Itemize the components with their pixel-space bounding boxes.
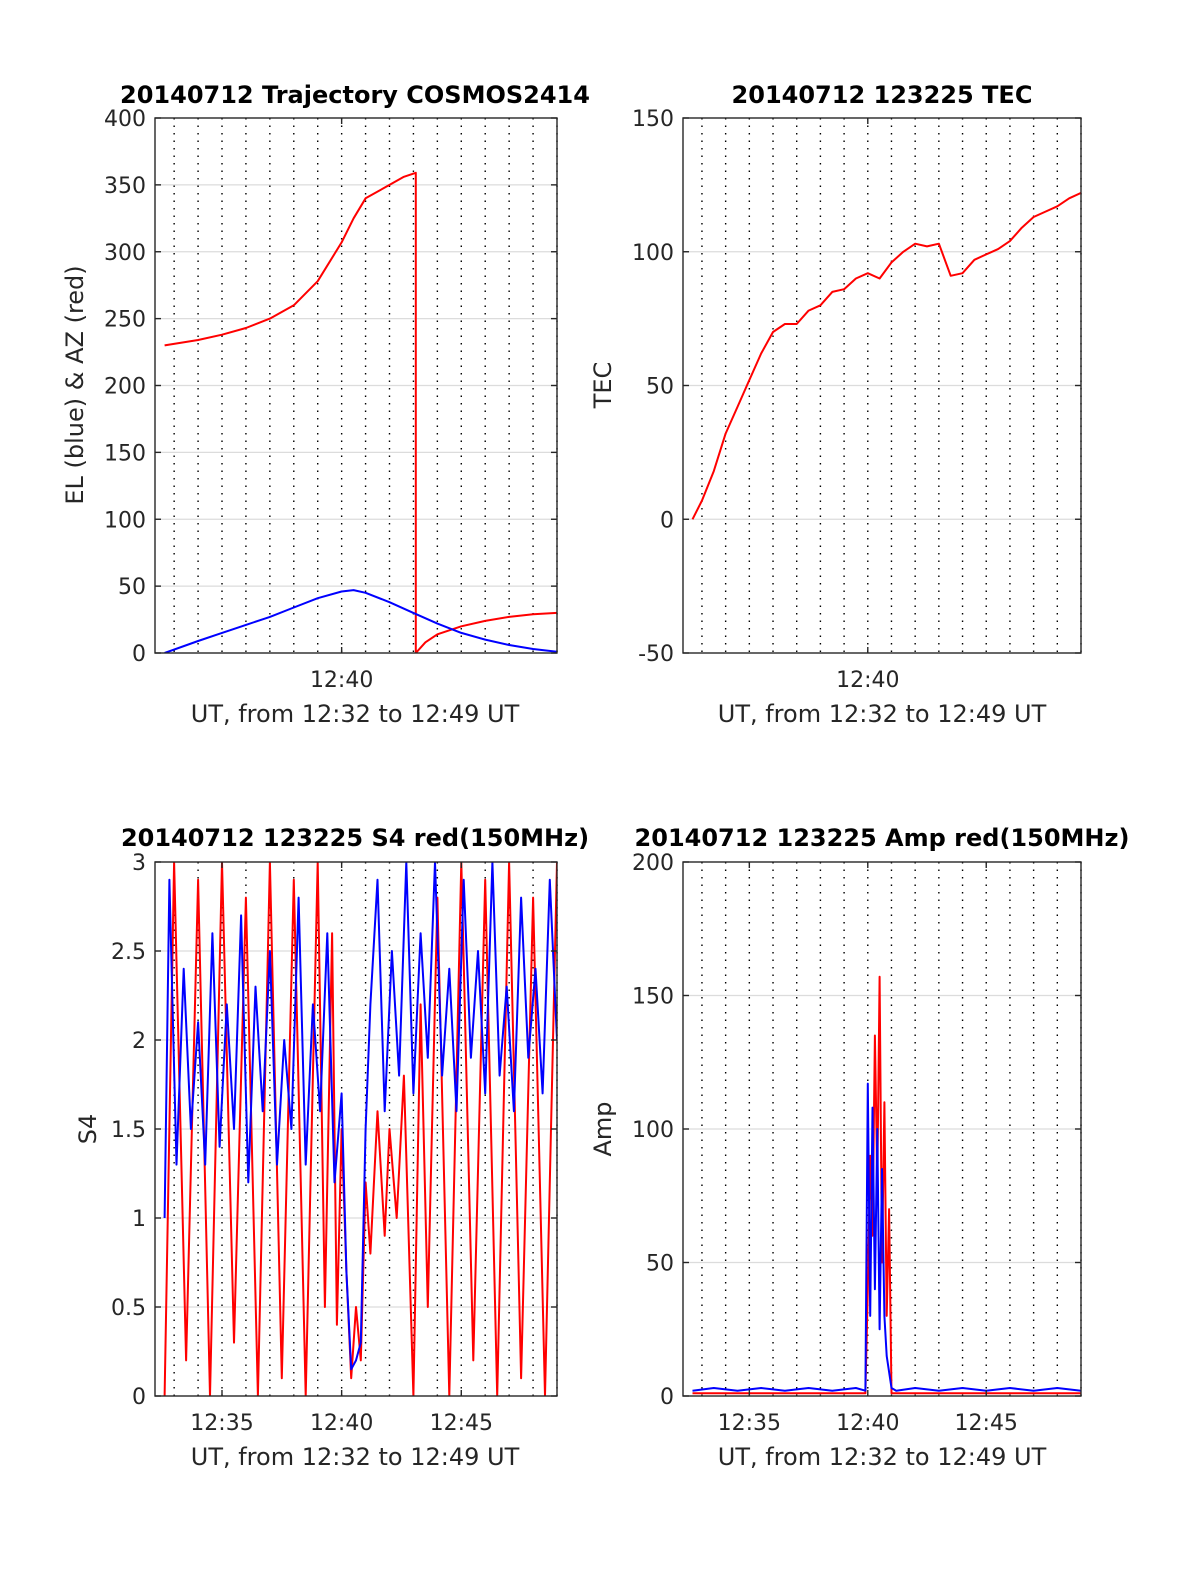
chart-title: 20140712 123225 TEC xyxy=(732,81,1033,109)
chart-title: 20140712 123225 S4 red(150MHz) xyxy=(121,824,589,852)
y-tick-label: 150 xyxy=(632,107,674,132)
y-tick-label: 150 xyxy=(104,441,146,466)
x-tick-label: 12:45 xyxy=(430,1411,493,1436)
x-axis-label: UT, from 12:32 to 12:49 UT xyxy=(718,700,1047,728)
y-tick-label: 0 xyxy=(660,508,674,533)
y-tick-label: 0 xyxy=(132,642,146,667)
series-line-blue xyxy=(692,1082,1081,1392)
x-tick-label: 12:40 xyxy=(836,668,899,693)
y-tick-label: 100 xyxy=(632,1118,674,1143)
y-tick-label: 1.5 xyxy=(111,1118,146,1143)
s4-panel: 0 0.5 1 1.5 2 2.5 3 12:35 12:40 12:45 20140712 123… xyxy=(74,824,589,1471)
y-tick-label: 3 xyxy=(132,851,146,876)
y-tick-label: 150 xyxy=(632,985,674,1010)
x-tick-label: 12:35 xyxy=(718,1411,781,1436)
x-tick-label: 12:40 xyxy=(310,668,373,693)
y-axis-label: Amp xyxy=(589,1101,617,1156)
x-axis-label: UT, from 12:32 to 12:49 UT xyxy=(191,1443,520,1471)
y-tick-label: 1 xyxy=(132,1207,146,1232)
y-tick-label: 0 xyxy=(660,1385,674,1410)
x-tick-label: 12:40 xyxy=(310,1411,373,1436)
series-line-red xyxy=(163,862,557,1396)
y-tick-label: 200 xyxy=(104,375,146,400)
x-tick-label: 12:40 xyxy=(836,1411,899,1436)
y-tick-label: 100 xyxy=(632,241,674,266)
y-tick-label: 250 xyxy=(104,308,146,333)
y-axis-label: S4 xyxy=(74,1114,102,1145)
y-tick-label: 300 xyxy=(104,241,146,266)
y-tick-label: -50 xyxy=(638,642,674,667)
tec-panel: -50 0 50 100 150 12:40 20140712 123225 TEC UT, … xyxy=(589,81,1082,728)
x-tick-label: 12:35 xyxy=(190,1411,253,1436)
x-axis-label: UT, from 12:32 to 12:49 UT xyxy=(191,700,520,728)
chart-title: 20140712 Trajectory COSMOS2414 xyxy=(120,81,590,109)
trajectory-panel: 0 50 100 150 200 250 300 350 400 12:40 20140712 Tr… xyxy=(61,81,590,728)
chart-title: 20140712 123225 Amp red(150MHz) xyxy=(635,824,1130,852)
y-tick-label: 350 xyxy=(104,174,146,199)
series-line-blue xyxy=(163,862,557,1371)
series-line-blue xyxy=(164,589,557,653)
series-line-red xyxy=(164,171,557,653)
series-line-red xyxy=(691,191,1081,520)
x-axis-label: UT, from 12:32 to 12:49 UT xyxy=(718,1443,1047,1471)
y-tick-label: 0.5 xyxy=(111,1296,146,1321)
y-tick-label: 50 xyxy=(646,375,674,400)
y-tick-label: 400 xyxy=(104,107,146,132)
y-axis-label: TEC xyxy=(589,362,617,410)
y-tick-label: 2 xyxy=(132,1029,146,1054)
y-tick-label: 2.5 xyxy=(111,940,146,965)
y-tick-label: 50 xyxy=(118,575,146,600)
y-tick-label: 200 xyxy=(632,851,674,876)
y-tick-label: 100 xyxy=(104,508,146,533)
x-tick-label: 12:45 xyxy=(955,1411,1018,1436)
y-tick-label: 50 xyxy=(646,1252,674,1277)
amp-panel: 0 50 100 150 200 12:35 12:40 12:45 20140712 1232… xyxy=(589,824,1129,1471)
y-axis-label: EL (blue) & AZ (red) xyxy=(61,265,89,504)
y-tick-label: 0 xyxy=(132,1385,146,1410)
